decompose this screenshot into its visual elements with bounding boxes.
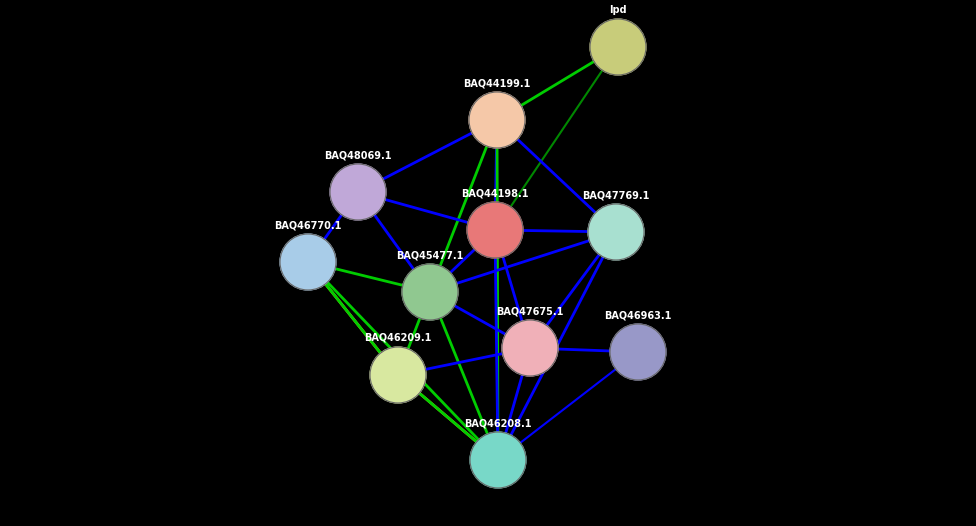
Circle shape (280, 234, 336, 290)
Text: BAQ48069.1: BAQ48069.1 (324, 150, 391, 160)
Text: BAQ44199.1: BAQ44199.1 (464, 78, 531, 88)
Circle shape (590, 19, 646, 75)
Circle shape (402, 264, 458, 320)
Circle shape (370, 347, 426, 403)
Circle shape (610, 324, 666, 380)
Text: lpd: lpd (609, 5, 627, 15)
Text: BAQ44198.1: BAQ44198.1 (462, 188, 529, 198)
Text: BAQ46209.1: BAQ46209.1 (364, 333, 431, 343)
Circle shape (467, 202, 523, 258)
Text: BAQ46770.1: BAQ46770.1 (274, 220, 342, 230)
Circle shape (502, 320, 558, 376)
Text: BAQ45477.1: BAQ45477.1 (396, 250, 464, 260)
Text: BAQ47675.1: BAQ47675.1 (497, 306, 564, 316)
Circle shape (469, 92, 525, 148)
Circle shape (470, 432, 526, 488)
Circle shape (330, 164, 386, 220)
Circle shape (588, 204, 644, 260)
Text: BAQ46208.1: BAQ46208.1 (465, 418, 532, 428)
Text: BAQ46963.1: BAQ46963.1 (604, 310, 671, 320)
Text: BAQ47769.1: BAQ47769.1 (583, 190, 650, 200)
